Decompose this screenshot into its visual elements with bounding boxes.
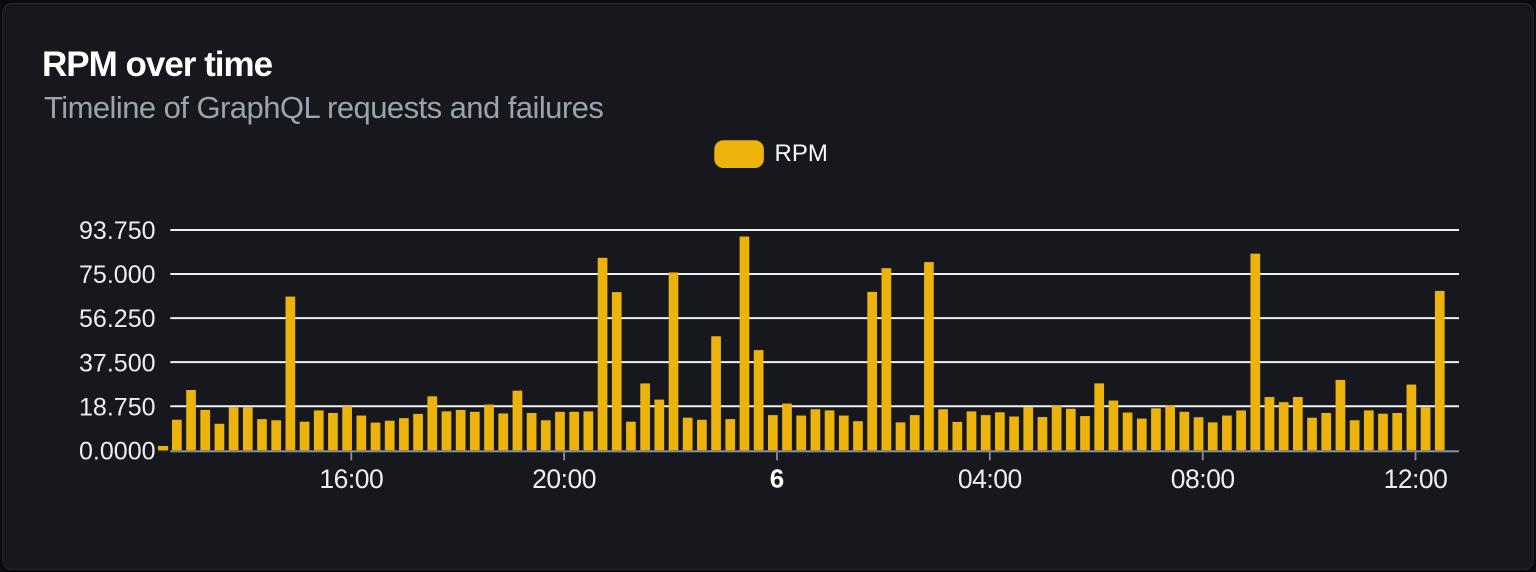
svg-text:16:00: 16:00 [319, 464, 383, 494]
svg-text:12:00: 12:00 [1384, 464, 1448, 494]
svg-text:56.250: 56.250 [79, 305, 155, 333]
svg-text:37.500: 37.500 [79, 349, 155, 377]
svg-text:Timeline of GraphQL requests a: Timeline of GraphQL requests and failure… [44, 90, 603, 125]
svg-text:RPM: RPM [775, 140, 828, 167]
svg-text:04:00: 04:00 [958, 464, 1022, 494]
svg-text:18.750: 18.750 [79, 393, 155, 421]
svg-text:75.000: 75.000 [79, 261, 155, 289]
svg-text:RPM over time: RPM over time [42, 45, 273, 84]
svg-text:0.0000: 0.0000 [79, 437, 155, 465]
svg-text:6: 6 [770, 463, 784, 493]
svg-text:20:00: 20:00 [532, 464, 596, 494]
svg-text:93.750: 93.750 [79, 217, 155, 245]
svg-text:08:00: 08:00 [1171, 464, 1235, 494]
